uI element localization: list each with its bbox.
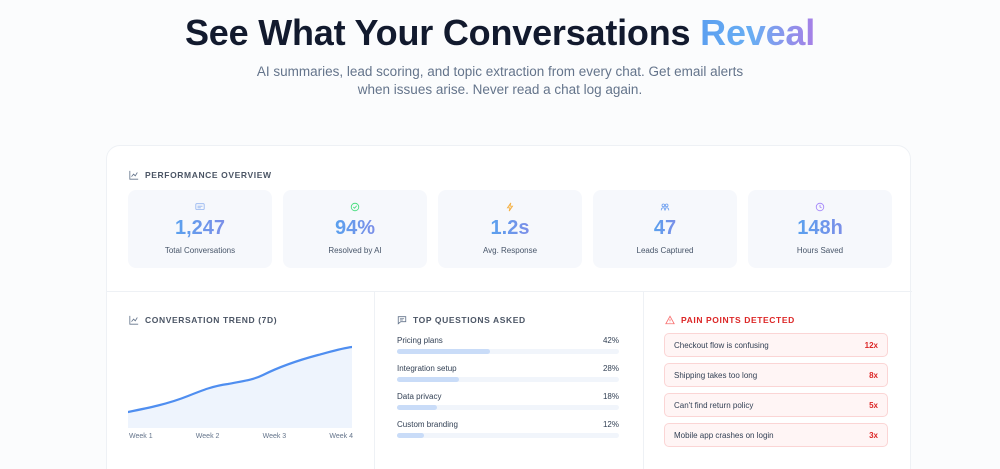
stat-label: Leads Captured	[636, 246, 694, 255]
question-progress-track	[397, 349, 619, 354]
users-icon	[660, 202, 670, 212]
stat-value: 1,247	[174, 217, 226, 239]
x-tick: Week 2	[195, 433, 220, 440]
hero-title-main: See What Your Conversations	[184, 12, 701, 53]
conversation-trend-chart	[128, 345, 352, 428]
section-divider	[107, 291, 912, 292]
pain-points-list: Checkout flow is confusing 12x Shipping …	[664, 333, 888, 453]
column-divider	[374, 291, 375, 469]
pain-point-item: Can't find return policy 5x	[664, 393, 888, 417]
question-item: Integration setup 28%	[397, 364, 619, 392]
top-questions-list: Pricing plans 42% Integration setup 28% …	[397, 336, 619, 448]
stat-label: Total Conversations	[164, 246, 236, 255]
stat-label: Resolved by AI	[328, 246, 382, 255]
question-progress-fill	[397, 349, 491, 354]
stat-label: Hours Saved	[796, 246, 844, 255]
warning-triangle-icon	[665, 315, 675, 325]
stats-row: 1,247 Total Conversations 94% Resolved b…	[128, 190, 892, 268]
x-tick: Week 1	[129, 433, 153, 440]
top-questions-heading: TOP QUESTIONS ASKED	[397, 315, 526, 325]
pain-point-item: Checkout flow is confusing 12x	[664, 333, 888, 357]
pain-points-heading: PAIN POINTS DETECTED	[665, 315, 795, 325]
pain-point-count: 5x	[869, 400, 878, 410]
chart-line-icon	[129, 315, 139, 325]
pain-point-item: Mobile app crashes on login 3x	[664, 423, 888, 447]
question-progress-fill	[397, 377, 460, 382]
stat-value: 148h	[797, 217, 843, 239]
column-divider	[643, 291, 644, 469]
pain-point-count: 12x	[864, 340, 878, 350]
stat-value: 47	[653, 217, 677, 239]
question-item: Data privacy 18%	[397, 392, 619, 420]
clock-icon	[815, 202, 825, 212]
trend-area-fill	[128, 347, 352, 428]
dashboard-preview-panel: PERFORMANCE OVERVIEW 1,247 Total Convers…	[106, 145, 912, 469]
stat-label: Avg. Response	[482, 246, 538, 255]
trend-x-axis: Week 1 Week 2 Week 3 Week 4	[129, 433, 353, 440]
x-tick: Week 4	[329, 433, 353, 440]
stat-value: 1.2s	[490, 217, 530, 239]
hero-title-accent: Reveal	[700, 12, 816, 53]
pain-point-count: 3x	[869, 430, 878, 440]
stat-leads-captured: 47 Leads Captured	[593, 190, 737, 268]
trend-line	[128, 345, 352, 414]
hero-title: See What Your Conversations Reveal	[0, 12, 1000, 54]
question-item: Custom branding 12%	[397, 420, 619, 448]
check-circle-icon	[350, 202, 360, 212]
pain-point-count: 8x	[869, 370, 878, 380]
question-progress-track	[397, 377, 619, 382]
stat-resolved-by-ai: 94% Resolved by AI	[283, 190, 427, 268]
question-progress-fill	[397, 405, 437, 410]
hero-subtitle: AI summaries, lead scoring, and topic ex…	[256, 64, 744, 97]
pain-point-item: Shipping takes too long 8x	[664, 363, 888, 387]
question-progress-track	[397, 433, 619, 438]
stat-hours-saved: 148h Hours Saved	[748, 190, 892, 268]
chart-line-icon	[129, 170, 139, 180]
stat-value: 94%	[334, 217, 376, 239]
stat-avg-response: 1.2s Avg. Response	[438, 190, 582, 268]
conversation-trend-heading: CONVERSATION TREND (7D)	[129, 315, 277, 325]
question-progress-fill	[397, 433, 424, 438]
performance-overview-heading: PERFORMANCE OVERVIEW	[129, 170, 272, 180]
chat-bubble-icon	[195, 202, 205, 212]
lightning-icon	[505, 202, 515, 212]
question-progress-track	[397, 405, 619, 410]
question-item: Pricing plans 42%	[397, 336, 619, 364]
message-square-icon	[397, 316, 407, 325]
x-tick: Week 3	[262, 433, 287, 440]
stat-total-conversations: 1,247 Total Conversations	[128, 190, 272, 268]
